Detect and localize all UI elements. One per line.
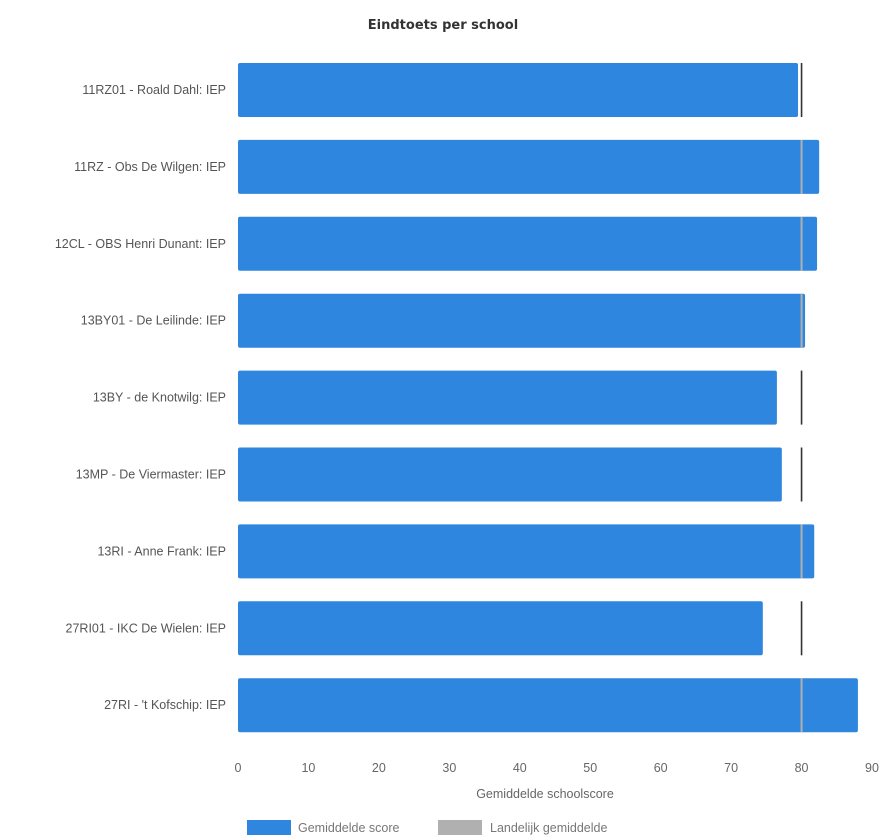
x-tick-label: 50: [583, 761, 597, 775]
bar-12cl-obs-henri-dunant-iep: [238, 216, 818, 271]
legend-label-gemiddelde-score: Gemiddelde score: [298, 821, 399, 835]
x-tick-label: 80: [795, 761, 809, 775]
category-label: 27RI - 't Kofschip: IEP: [104, 698, 226, 712]
x-axis-title: Gemiddelde schoolscore: [476, 787, 614, 801]
x-tick-label: 60: [654, 761, 668, 775]
category-labels: 11RZ01 - Roald Dahl: IEP 11RZ - Obs De Wi…: [55, 83, 226, 712]
category-label: 11RZ01 - Roald Dahl: IEP: [82, 83, 226, 97]
bars-layer: [238, 63, 858, 733]
bar-13ri-anne-frank-iep: [238, 524, 815, 579]
category-label: 11RZ - Obs De Wilgen: IEP: [74, 160, 226, 174]
category-label: 13RI - Anne Frank: IEP: [97, 544, 226, 558]
x-tick-label: 20: [372, 761, 386, 775]
bar-13mp-de-viermaster-iep: [238, 447, 782, 502]
x-tick-labels: 0 10 20 30 40 50 60 70 80 90: [235, 761, 879, 775]
x-tick-label: 90: [865, 761, 879, 775]
x-tick-label: 10: [301, 761, 315, 775]
legend-label-landelijk-gemiddelde: Landelijk gemiddelde: [490, 821, 607, 835]
category-label: 13BY01 - De Leilinde: IEP: [81, 314, 226, 328]
category-label: 27RI01 - IKC De Wielen: IEP: [66, 621, 226, 635]
legend-swatch-landelijk-gemiddelde: [438, 820, 482, 835]
legend-swatch-gemiddelde-score: [247, 820, 291, 835]
chart-title: Eindtoets per school: [368, 18, 518, 33]
category-label: 12CL - OBS Henri Dunant: IEP: [55, 237, 226, 251]
category-label: 13BY - de Knotwilg: IEP: [93, 391, 226, 405]
bar-27ri01-ikc-de-wielen-iep: [238, 601, 763, 656]
x-tick-label: 0: [235, 761, 242, 775]
bar-13by-de-knotwilg-iep: [238, 370, 777, 425]
x-tick-label: 40: [513, 761, 527, 775]
bar-13by01-de-leilinde-iep: [238, 293, 806, 348]
category-label: 13MP - De Viermaster: IEP: [76, 468, 226, 482]
x-tick-label: 70: [724, 761, 738, 775]
bar-11rz-obs-de-wilgen-iep: [238, 139, 820, 194]
bar-11rz01-roald-dahl-iep: [238, 63, 799, 117]
x-tick-label: 30: [442, 761, 456, 775]
bar-27ri-t-kofschip-iep: [238, 678, 858, 733]
legend: Gemiddelde score Landelijk gemiddelde: [247, 820, 607, 835]
